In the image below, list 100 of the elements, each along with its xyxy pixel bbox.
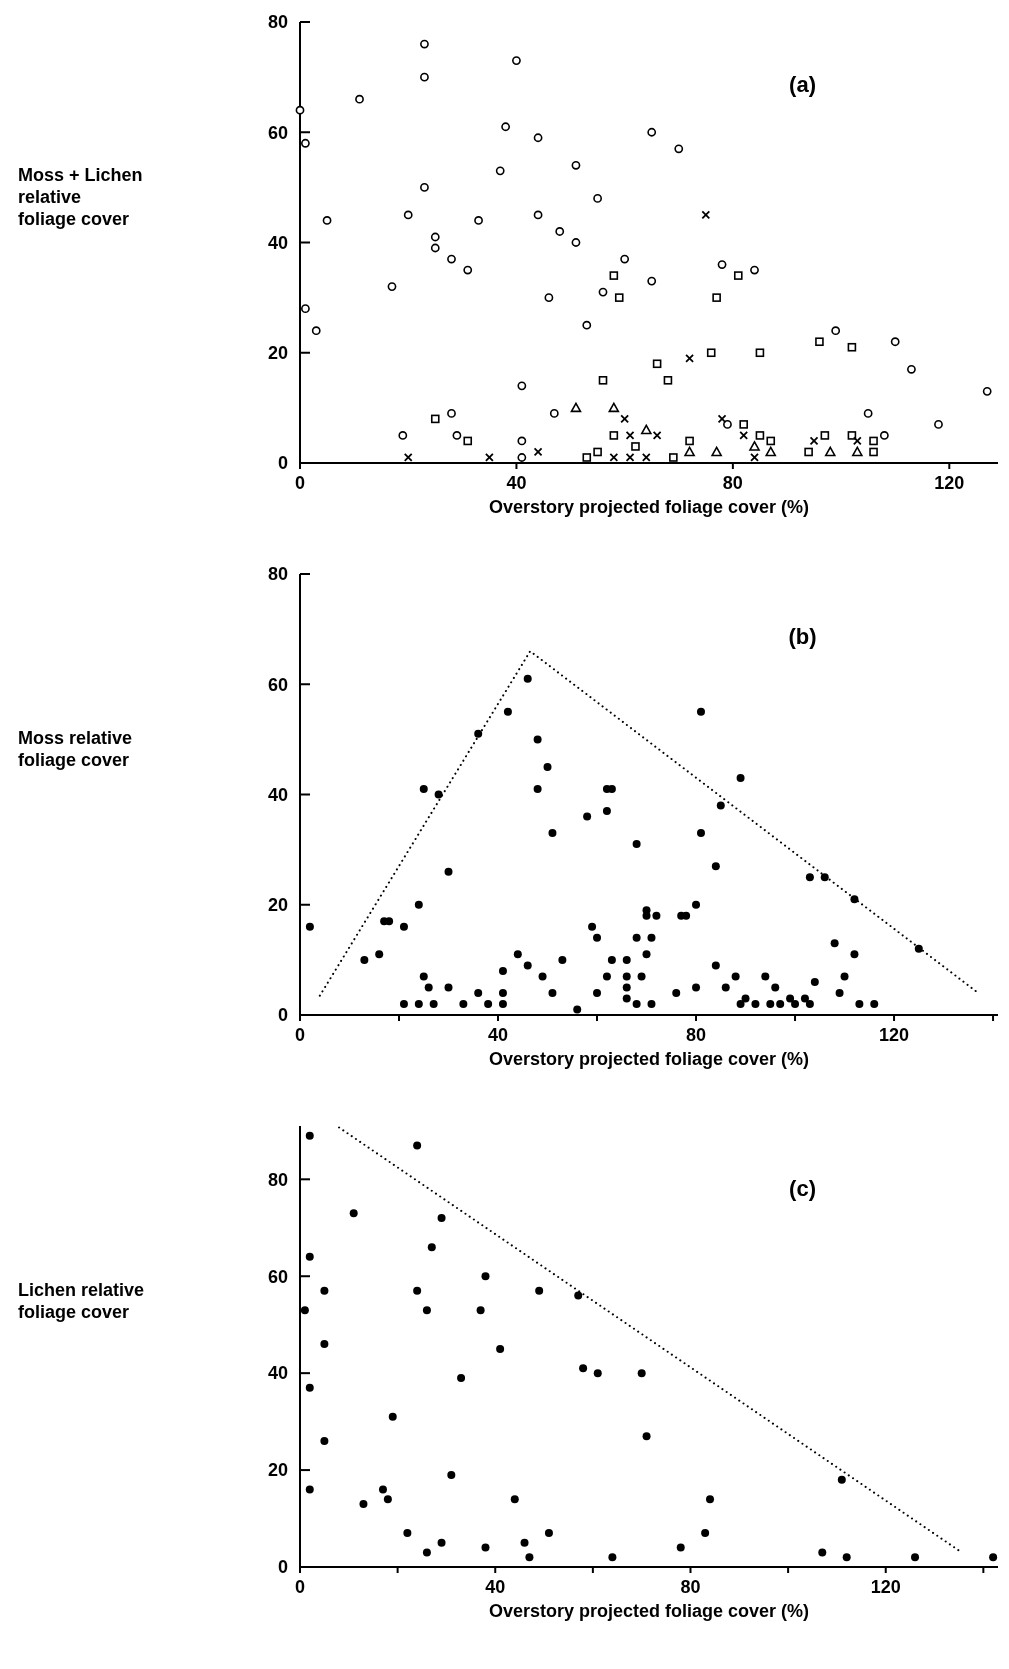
point xyxy=(824,446,836,457)
point xyxy=(598,287,608,297)
point xyxy=(879,431,889,440)
y-tick-label: 20 xyxy=(267,895,288,916)
x-tick-label: 40 xyxy=(488,1025,509,1045)
y-tick-label: 80 xyxy=(267,1169,288,1190)
point xyxy=(701,1529,710,1538)
point xyxy=(413,1286,422,1295)
point xyxy=(437,1538,446,1547)
point xyxy=(815,337,824,347)
point xyxy=(437,1214,446,1223)
point xyxy=(574,1291,583,1300)
y-tick-label: 40 xyxy=(267,232,288,253)
y-tick-label: 0 xyxy=(277,453,288,474)
point xyxy=(609,271,619,280)
point xyxy=(852,436,862,446)
point xyxy=(750,453,759,462)
point xyxy=(631,442,640,451)
point xyxy=(295,105,305,115)
point xyxy=(520,1538,529,1547)
point xyxy=(723,420,732,429)
point xyxy=(593,194,602,203)
point xyxy=(717,260,727,269)
point xyxy=(593,447,602,457)
point xyxy=(625,453,635,462)
point xyxy=(533,210,543,220)
point xyxy=(484,453,494,462)
point xyxy=(804,447,813,457)
point xyxy=(420,182,429,192)
point xyxy=(447,408,456,418)
y-axis-title: Moss + Lichen relative foliage cover xyxy=(18,164,143,229)
point xyxy=(647,127,657,137)
point xyxy=(322,216,332,225)
point xyxy=(403,453,413,462)
point xyxy=(598,376,608,385)
point xyxy=(544,293,554,303)
point xyxy=(712,293,721,302)
point xyxy=(652,359,662,369)
y-tick-label: 80 xyxy=(267,564,288,585)
point xyxy=(570,402,582,413)
point xyxy=(663,376,673,385)
point xyxy=(842,1553,851,1562)
point xyxy=(447,1470,456,1479)
point xyxy=(706,1495,715,1504)
point xyxy=(388,1412,397,1421)
point xyxy=(641,453,651,462)
point xyxy=(510,1495,519,1504)
point xyxy=(555,227,565,236)
point xyxy=(452,431,462,440)
point xyxy=(907,364,916,374)
point xyxy=(608,402,620,413)
point xyxy=(684,446,695,457)
point xyxy=(501,122,511,132)
point xyxy=(301,138,310,148)
point xyxy=(582,453,592,462)
point xyxy=(481,1543,490,1552)
point xyxy=(749,441,760,451)
point xyxy=(311,326,321,336)
point xyxy=(533,133,543,143)
point xyxy=(305,1383,314,1392)
point xyxy=(739,431,749,440)
point xyxy=(481,1272,490,1281)
point xyxy=(706,348,716,358)
point xyxy=(305,1131,314,1140)
point xyxy=(989,1553,998,1562)
x-tick-label: 120 xyxy=(934,473,965,493)
y-tick-label: 20 xyxy=(267,343,288,364)
point xyxy=(430,232,440,242)
point xyxy=(847,431,857,440)
point xyxy=(349,1209,358,1218)
point xyxy=(852,446,863,457)
x-tick-label: 40 xyxy=(506,473,527,493)
x-axis-title: Overstory projected foliage cover (%) xyxy=(488,497,810,517)
point xyxy=(642,1432,651,1441)
point xyxy=(463,265,473,275)
point xyxy=(427,1243,436,1252)
point xyxy=(755,431,765,440)
x-tick-label: 120 xyxy=(870,1577,901,1597)
y-tick-label: 0 xyxy=(277,1005,288,1026)
point xyxy=(457,1374,466,1382)
point xyxy=(640,424,652,435)
point xyxy=(669,453,678,462)
point xyxy=(733,271,743,280)
y-tick-label: 60 xyxy=(267,674,288,695)
point xyxy=(517,453,527,462)
point xyxy=(403,210,413,220)
point xyxy=(831,326,841,336)
point xyxy=(620,414,630,424)
point xyxy=(463,436,473,446)
point xyxy=(982,386,992,396)
y-tick-label: 60 xyxy=(267,1266,288,1287)
point xyxy=(474,216,483,225)
point xyxy=(301,304,310,314)
point xyxy=(517,381,527,391)
point xyxy=(320,1437,329,1445)
point xyxy=(593,1369,602,1378)
x-tick-label: 0 xyxy=(294,473,306,493)
y-tick-label: 80 xyxy=(267,12,288,33)
point xyxy=(847,342,857,352)
y-axis-title: Lichen relative foliage cover xyxy=(18,1279,145,1322)
